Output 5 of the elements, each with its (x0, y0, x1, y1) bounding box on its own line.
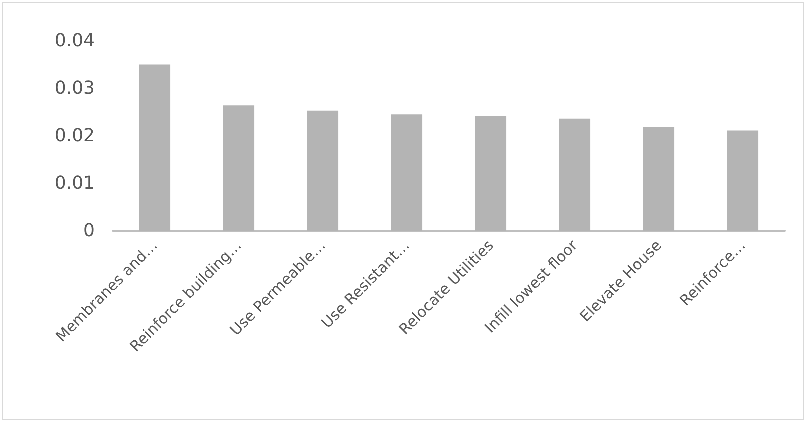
y-tick-label: 0.03 (54, 78, 95, 99)
y-tick-label: 0 (84, 220, 95, 242)
y-tick-label: 0.01 (54, 173, 95, 194)
y-tick-label: 0.02 (54, 126, 95, 146)
y-tick-label: 0.04 (54, 30, 95, 52)
